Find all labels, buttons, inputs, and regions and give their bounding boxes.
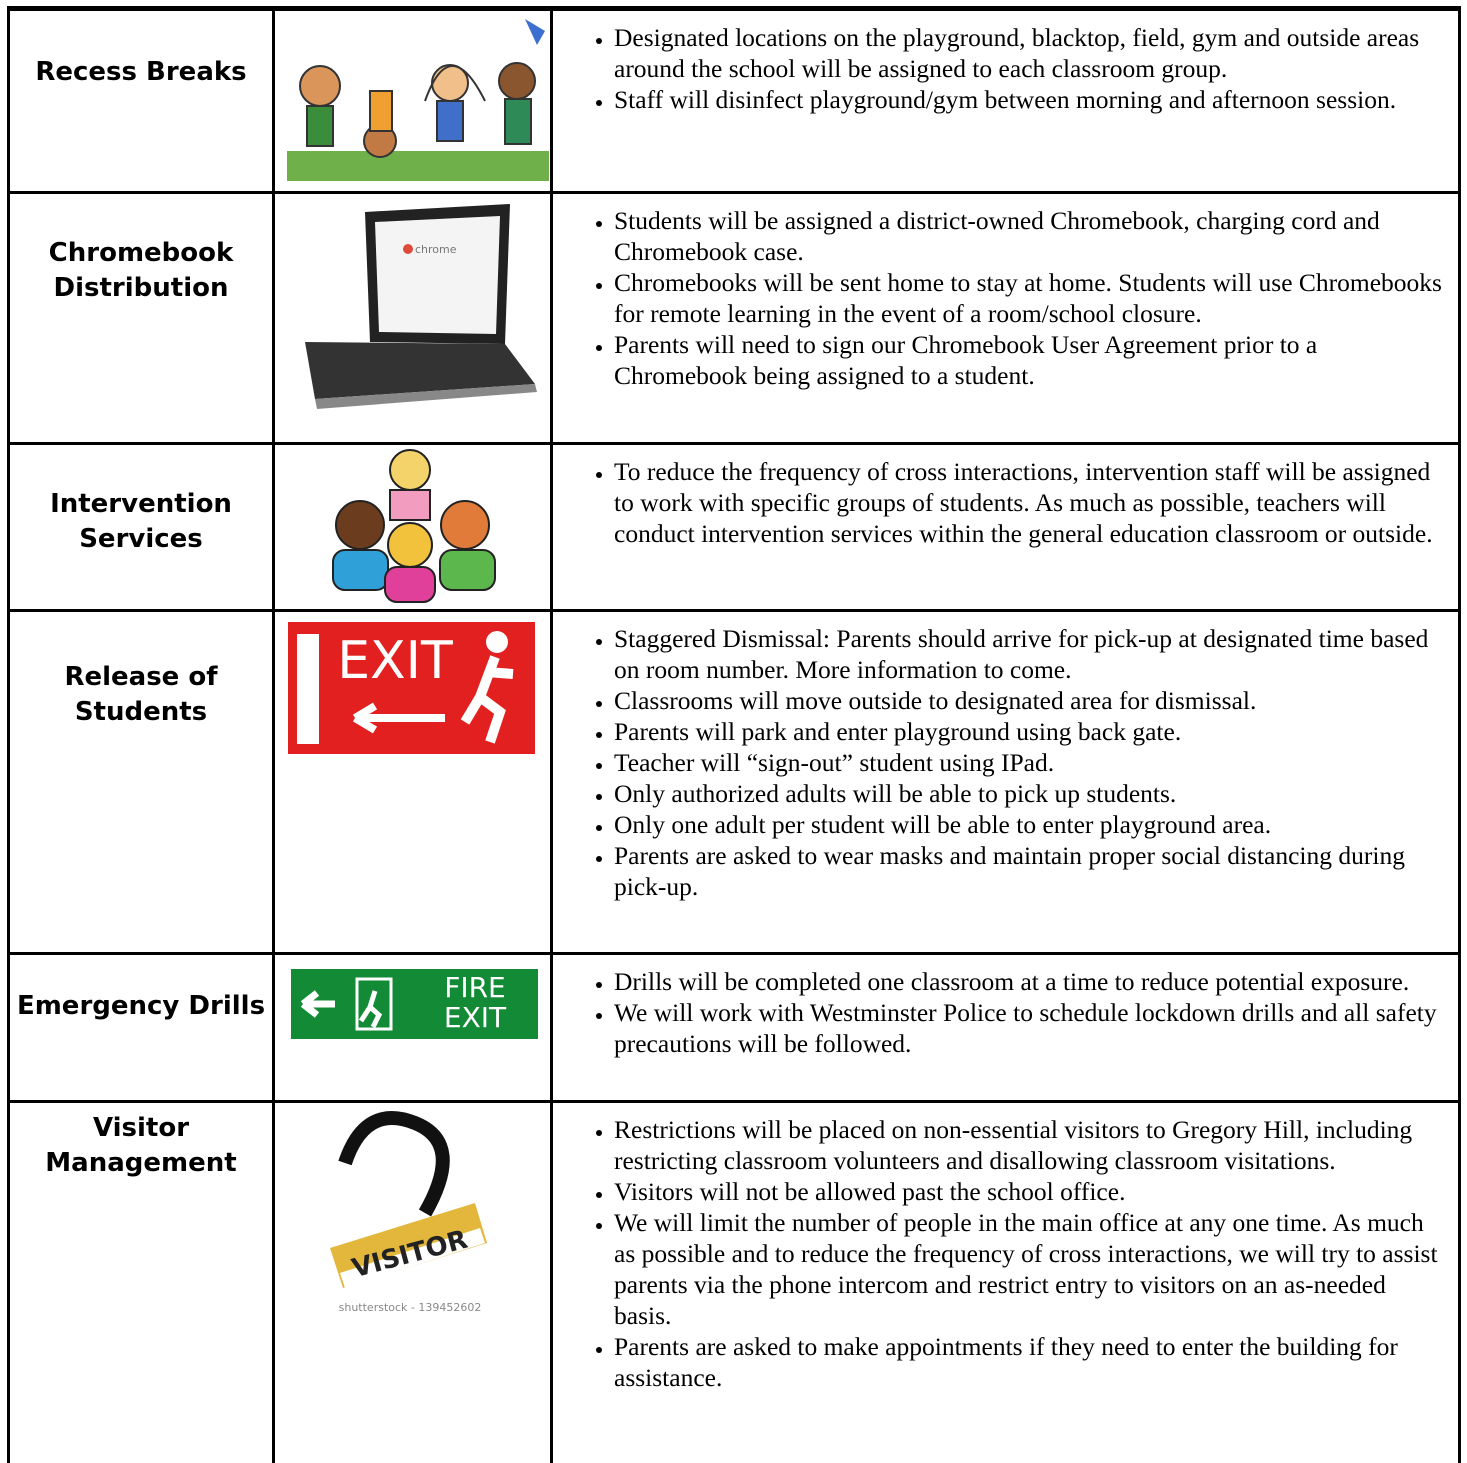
bullet-item: Only one adult per student will be able … (614, 809, 1448, 840)
bullet-item: Staff will disinfect playground/gym betw… (614, 84, 1448, 115)
row-details: Students will be assigned a district-own… (552, 193, 1460, 444)
table-row: Recess Breaks Designated locations on th… (9, 9, 1460, 193)
fire-exit-sign: FIRE EXIT (275, 955, 550, 1100)
row-label: Intervention Services (9, 444, 274, 611)
table-row: Release of Students EXIT Staggered Dismi… (9, 611, 1460, 954)
bullet-list: Students will be assigned a district-own… (553, 194, 1458, 391)
row-label: Visitor Management (9, 1102, 274, 1463)
table-row: Chromebook Distribution chrome Students … (9, 193, 1460, 444)
bullet-item: Parents will need to sign our Chromebook… (614, 329, 1448, 391)
image-text: FIRE (444, 971, 506, 1004)
row-label: Chromebook Distribution (9, 193, 274, 444)
bullet-item: Parents will park and enter playground u… (614, 716, 1448, 747)
bullet-item: Visitors will not be allowed past the sc… (614, 1176, 1448, 1207)
schedule-table: Recess Breaks Designated locations on th… (7, 6, 1461, 1463)
laptop-illustration: chrome (275, 194, 550, 442)
bullet-item: Chromebooks will be sent home to stay at… (614, 267, 1448, 329)
recess-illustration (275, 11, 550, 191)
row-label: Recess Breaks (9, 9, 274, 193)
bullet-item: To reduce the frequency of cross interac… (614, 456, 1448, 549)
bullet-item: Staggered Dismissal: Parents should arri… (614, 623, 1448, 685)
bullet-item: Parents are asked to wear masks and main… (614, 840, 1448, 902)
row-image (274, 444, 552, 611)
row-image: EXIT (274, 611, 552, 954)
exit-sign: EXIT (275, 612, 550, 952)
bullet-item: Restrictions will be placed on non-essen… (614, 1114, 1448, 1176)
image-text: chrome (415, 243, 457, 256)
bullet-list: Restrictions will be placed on non-essen… (553, 1103, 1458, 1393)
bullet-item: We will work with Westminster Police to … (614, 997, 1448, 1059)
row-image: VISITOR shutterstock - 139452602 (274, 1102, 552, 1463)
bullet-list: Designated locations on the playground, … (553, 11, 1458, 115)
row-image (274, 9, 552, 193)
image-text: shutterstock - 139452602 (339, 1301, 482, 1314)
page: {"rows": [ {"label": "Recess Breaks", "b… (0, 0, 1467, 1433)
row-details: Restrictions will be placed on non-essen… (552, 1102, 1460, 1463)
bullet-item: Parents are asked to make appointments i… (614, 1331, 1448, 1393)
row-image: chrome (274, 193, 552, 444)
row-details: Drills will be completed one classroom a… (552, 954, 1460, 1102)
intervention-illustration (275, 445, 550, 609)
bullet-item: We will limit the number of people in th… (614, 1207, 1448, 1331)
bullet-item: Only authorized adults will be able to p… (614, 778, 1448, 809)
bullet-item: Designated locations on the playground, … (614, 22, 1448, 84)
table-row: Visitor Management VISITOR shutterstock … (9, 1102, 1460, 1463)
bullet-list: To reduce the frequency of cross interac… (553, 445, 1458, 549)
row-details: To reduce the frequency of cross interac… (552, 444, 1460, 611)
visitor-badge: VISITOR shutterstock - 139452602 (275, 1103, 550, 1463)
bullet-item: Students will be assigned a district-own… (614, 205, 1448, 267)
bullet-item: Teacher will “sign-out” student using IP… (614, 747, 1448, 778)
row-label: Release of Students (9, 611, 274, 954)
table-row: Intervention Services To reduce the freq… (9, 444, 1460, 611)
row-label: Emergency Drills (9, 954, 274, 1102)
bullet-list: Drills will be completed one classroom a… (553, 955, 1458, 1059)
bullet-item: Classrooms will move outside to designat… (614, 685, 1448, 716)
row-details: Staggered Dismissal: Parents should arri… (552, 611, 1460, 954)
image-text: EXIT (444, 1001, 507, 1034)
image-text: EXIT (337, 631, 453, 691)
row-image: FIRE EXIT (274, 954, 552, 1102)
bullet-list: Staggered Dismissal: Parents should arri… (553, 612, 1458, 902)
bullet-item: Drills will be completed one classroom a… (614, 966, 1448, 997)
row-details: Designated locations on the playground, … (552, 9, 1460, 193)
table-row: Emergency Drills FIRE EXIT Drills will be… (9, 954, 1460, 1102)
